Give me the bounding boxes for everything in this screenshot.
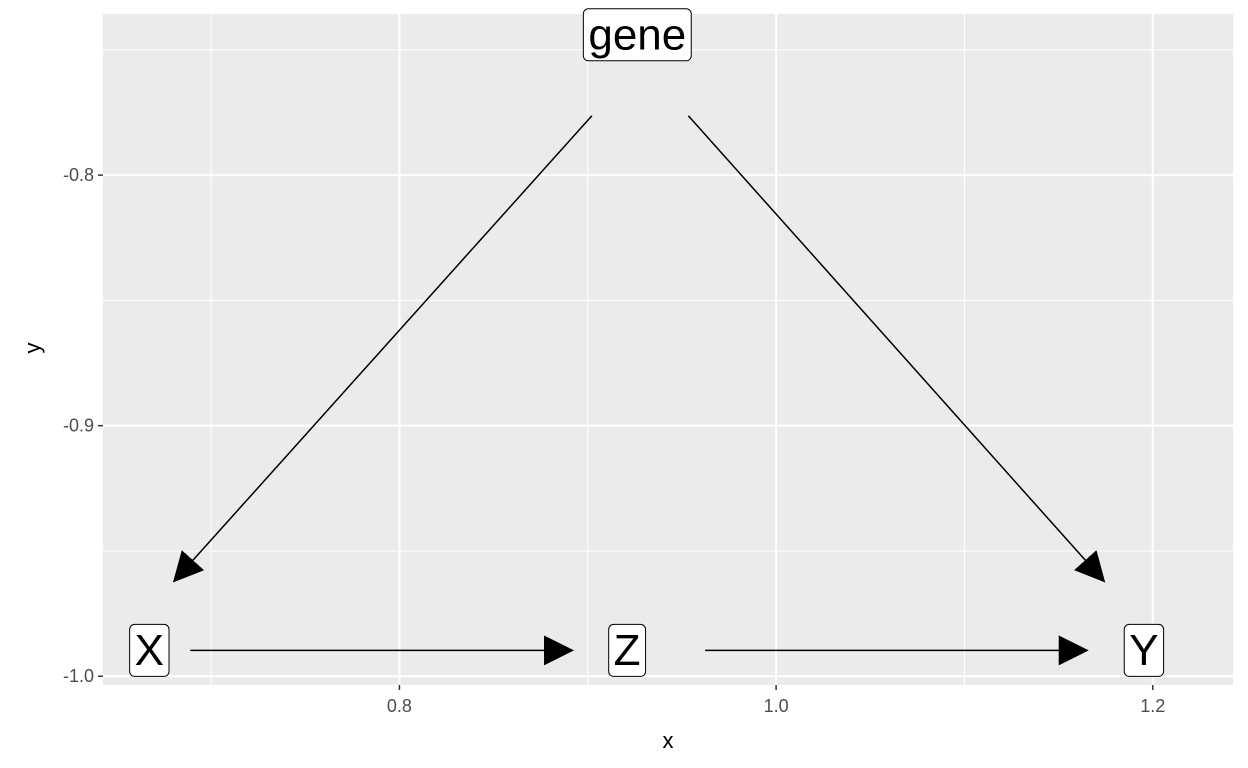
edge-gene-to-X [172, 115, 593, 583]
node-gene: gene [582, 8, 692, 62]
node-label-box [582, 8, 692, 62]
x-axis-ticks: 0.8 1.0 1.2 [387, 685, 1165, 716]
x-axis-title: x [663, 728, 674, 753]
minor-grid [103, 14, 1233, 685]
node-label-text: X [135, 626, 164, 675]
node-label-box [1123, 623, 1165, 677]
node-X: X [129, 623, 170, 677]
node-Z: Z [608, 623, 647, 677]
y-tick-label: -1.0 [63, 666, 94, 686]
y-axis-ticks: -0.8 -0.9 -1.0 [63, 165, 103, 686]
node-label-box [608, 623, 647, 677]
x-tick-label: 1.2 [1140, 696, 1165, 716]
node-label-text: Z [614, 626, 641, 675]
y-tick-label: -0.8 [63, 165, 94, 185]
node-label-box [129, 623, 170, 677]
major-grid [103, 14, 1233, 685]
y-tick-label: -0.9 [63, 416, 94, 436]
y-axis-title: y [20, 343, 45, 354]
edge-gene-to-Y [687, 115, 1106, 583]
node-Y: Y [1123, 623, 1165, 677]
x-tick-label: 0.8 [387, 696, 412, 716]
nodes: gene X Z Y [129, 8, 1165, 677]
node-label-text: gene [588, 10, 686, 59]
edges [172, 115, 1106, 666]
plot-panel [103, 14, 1233, 685]
x-tick-label: 1.0 [764, 696, 789, 716]
node-label-text: Y [1129, 626, 1158, 675]
